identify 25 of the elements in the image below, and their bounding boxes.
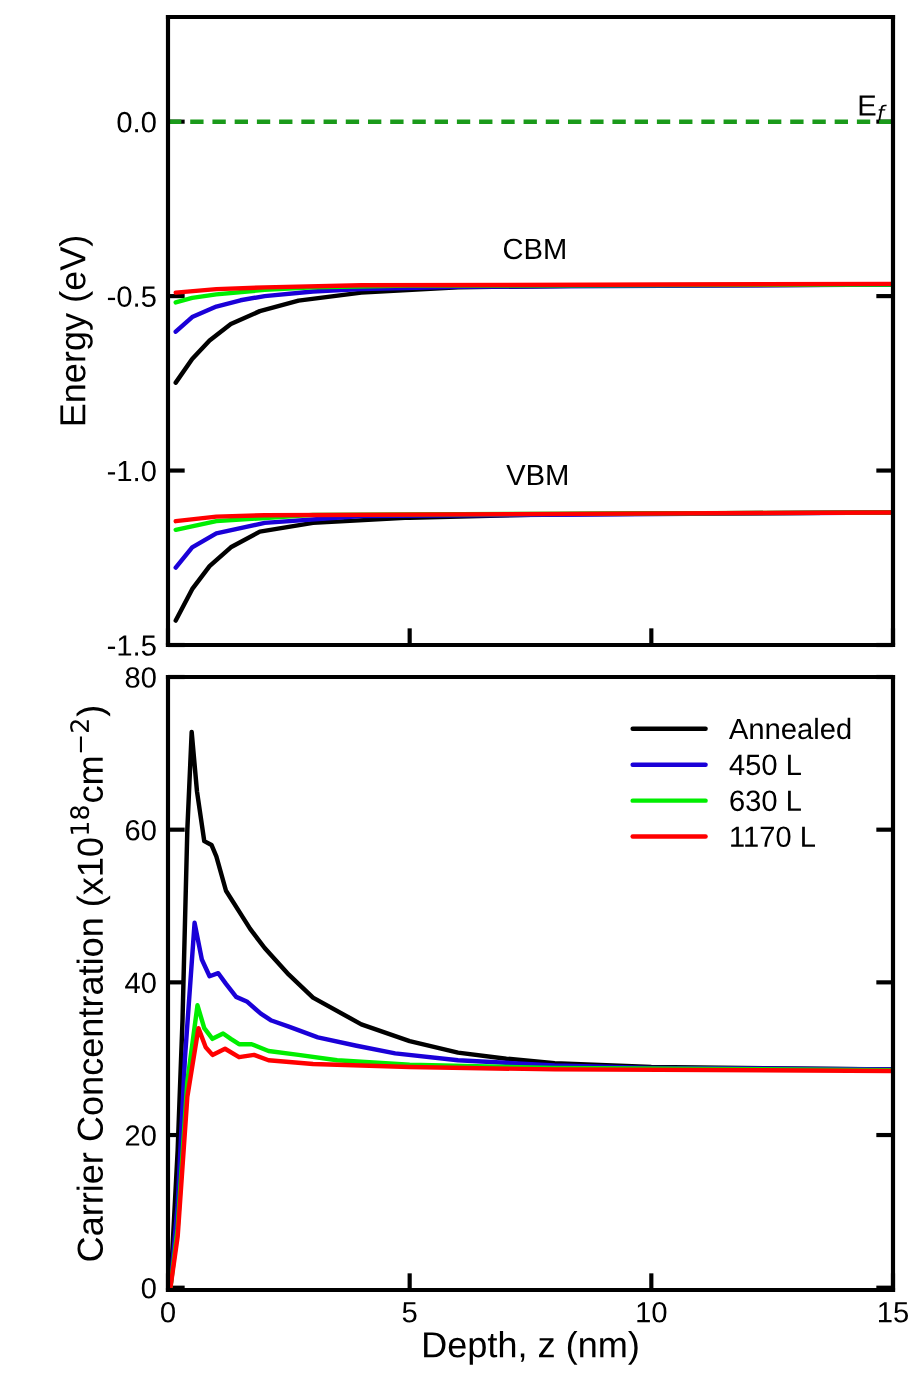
y-tick-label: 20 [125,1125,156,1146]
x-axis-title: Depth, z (nm) [424,1331,638,1365]
y-tick-label: 80 [125,667,156,688]
ref-line-label: E$_{f}$ [859,95,887,121]
y-tick-label: -0.5 [107,286,156,307]
y-tick-label: 0.0 [117,111,156,133]
y-tick-label: -1.0 [107,460,156,482]
x-tick-label: 5 [402,1302,417,1323]
legend-label: 450 L [729,754,801,776]
legend-label: Annealed [728,717,851,740]
y-tick-label: -1.5 [107,635,156,656]
y-axis-title: Energy (eV) [59,236,93,425]
x-tick-label: 15 [879,1302,908,1323]
annotation: VBM [506,465,567,486]
y-tick-label: 40 [125,972,156,994]
y-tick-label: 0 [141,1277,156,1299]
x-tick-label: 10 [637,1301,667,1323]
annotation: CBM [503,238,565,260]
y-tick-label: 60 [125,819,156,841]
legend-label: 1170 L [731,826,815,848]
x-tick-label: 0 [161,1301,175,1323]
y-axis-title: Carrier Concentration (x10$^{18}$cm$^{−2}$) [70,706,111,1261]
line-series [173,281,893,295]
line-series [173,510,893,524]
legend-label: 630 L [730,790,801,812]
